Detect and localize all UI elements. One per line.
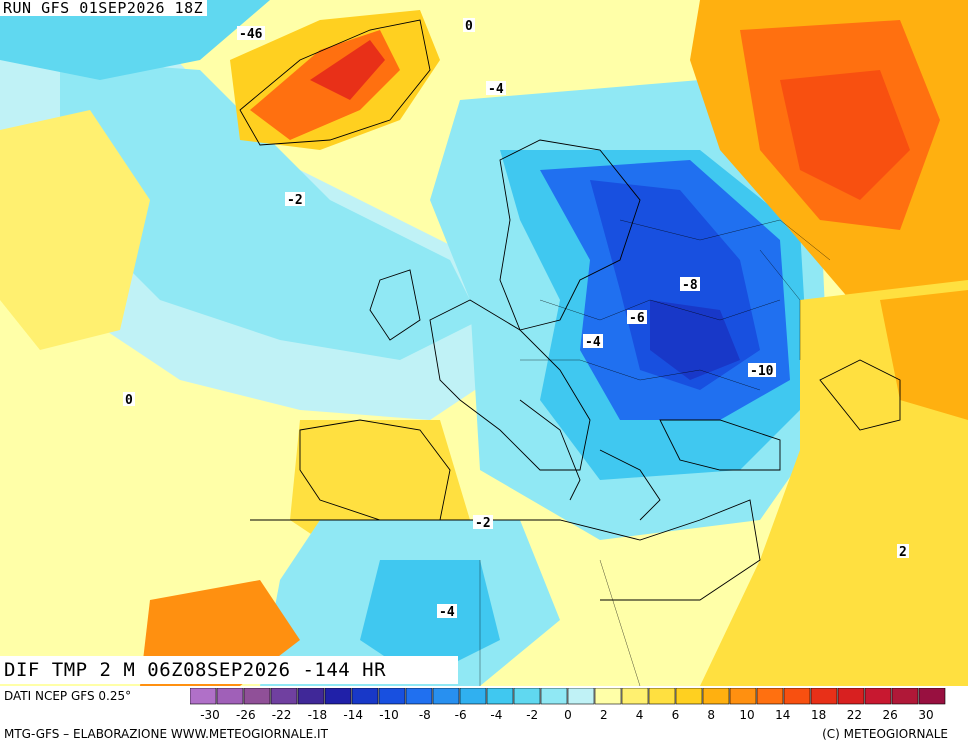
scale-tick-label: 22: [847, 708, 862, 722]
scale-swatch: [594, 688, 622, 705]
footer-copyright: (C) METEOGIORNALE: [822, 727, 948, 741]
contour-label: -4: [439, 605, 455, 620]
scale-tick-label: 14: [775, 708, 790, 722]
scale-tick-label: 2: [600, 708, 608, 722]
scale-tick-label: 8: [707, 708, 715, 722]
scale-swatch: [621, 688, 649, 705]
scale-tick-label: 26: [883, 708, 898, 722]
contour-label: -2: [475, 516, 491, 531]
northwest-cold-cap: [0, 0, 270, 80]
contour-label: -2: [287, 193, 303, 208]
run-label: RUN GFS 01SEP2026 18Z: [0, 0, 208, 16]
scale-tick-label: -10: [379, 708, 399, 722]
contour-label: -4: [488, 82, 504, 97]
scale-swatch: [297, 688, 325, 705]
scale-swatch: [567, 688, 595, 705]
contour-label: -10: [750, 364, 774, 379]
greenland-hotcore: [310, 40, 385, 100]
contour-labels: 0 -2 -4 -6 -8 -10 2 -46 -2 -4 -4 0: [123, 18, 909, 620]
scale-swatch: [432, 688, 460, 705]
scale-tick-label: 0: [564, 708, 572, 722]
scale-tick-label: -8: [419, 708, 431, 722]
scale-swatch: [243, 688, 271, 705]
scale-tick-label: -4: [490, 708, 502, 722]
scale-swatch: [486, 688, 514, 705]
scale-tick-label: 18: [811, 708, 826, 722]
scale-swatch: [675, 688, 703, 705]
contour-label: -8: [682, 278, 698, 293]
color-swatches: [190, 688, 946, 705]
color-scale-legend: -30 -26 -22 -18 -14 -10 -8 -6 -4 -2 0 2 4 6 8 10 14 18 22 2…: [190, 688, 946, 722]
scale-tick-label: 10: [739, 708, 754, 722]
field-label: DIF TMP 2 M 06Z08SEP2026 -144 HR: [0, 656, 458, 684]
scale-tick-label: -26: [236, 708, 256, 722]
contour-label: -46: [239, 27, 263, 42]
scale-tick-label: -14: [343, 708, 363, 722]
scale-swatch: [783, 688, 811, 705]
scale-swatch: [729, 688, 757, 705]
atlantic-warm-spot: [0, 110, 150, 350]
country-borders: [479, 219, 831, 686]
scale-swatch: [540, 688, 568, 705]
contour-label: 2: [899, 545, 907, 560]
scale-tick-label: -18: [308, 708, 328, 722]
contour-label: -4: [585, 335, 601, 350]
scale-swatch: [324, 688, 352, 705]
scale-swatch: [190, 688, 217, 705]
middle-east-hot: [880, 290, 968, 420]
scale-swatch: [756, 688, 784, 705]
scale-tick-label: -22: [272, 708, 292, 722]
scale-swatch: [351, 688, 379, 705]
scale-swatch: [405, 688, 433, 705]
source-label: DATI NCEP GFS 0.25°: [4, 689, 132, 703]
scale-swatch: [270, 688, 298, 705]
contour-label: 0: [465, 19, 473, 34]
russia-hotcore: [780, 70, 910, 200]
contour-label: -6: [629, 311, 645, 326]
scale-swatch: [891, 688, 919, 705]
scale-tick-label: -30: [200, 708, 220, 722]
scale-tick-labels: -30 -26 -22 -18 -14 -10 -8 -6 -4 -2 0 2 4 6 8 10 14 18 22 2…: [200, 708, 933, 722]
scale-tick-label: 30: [918, 708, 933, 722]
coastlines: [239, 19, 901, 601]
scale-swatch: [378, 688, 406, 705]
scale-tick-label: -2: [526, 708, 538, 722]
footer-credit: MTG-GFS – ELABORAZIONE WWW.METEOGIORNALE…: [4, 727, 328, 741]
scale-swatch: [837, 688, 865, 705]
north-africa-cold: [360, 560, 500, 680]
contour-label: 0: [125, 393, 133, 408]
scale-swatch: [513, 688, 541, 705]
scale-swatch: [810, 688, 838, 705]
scale-swatch: [864, 688, 892, 705]
scale-swatch: [459, 688, 487, 705]
scale-tick-label: 4: [636, 708, 644, 722]
europe-cold-pocket: [650, 300, 740, 380]
scale-swatch: [216, 688, 244, 705]
scale-tick-label: 6: [672, 708, 680, 722]
scale-swatch: [918, 688, 946, 705]
scale-swatch: [702, 688, 730, 705]
scale-swatch: [648, 688, 676, 705]
temperature-anomaly-map: 0 -2 -4 -6 -8 -10 2 -46 -2 -4 -4 0: [0, 0, 968, 686]
atlantic-cool-core: [60, 60, 480, 360]
scale-tick-label: -6: [455, 708, 467, 722]
